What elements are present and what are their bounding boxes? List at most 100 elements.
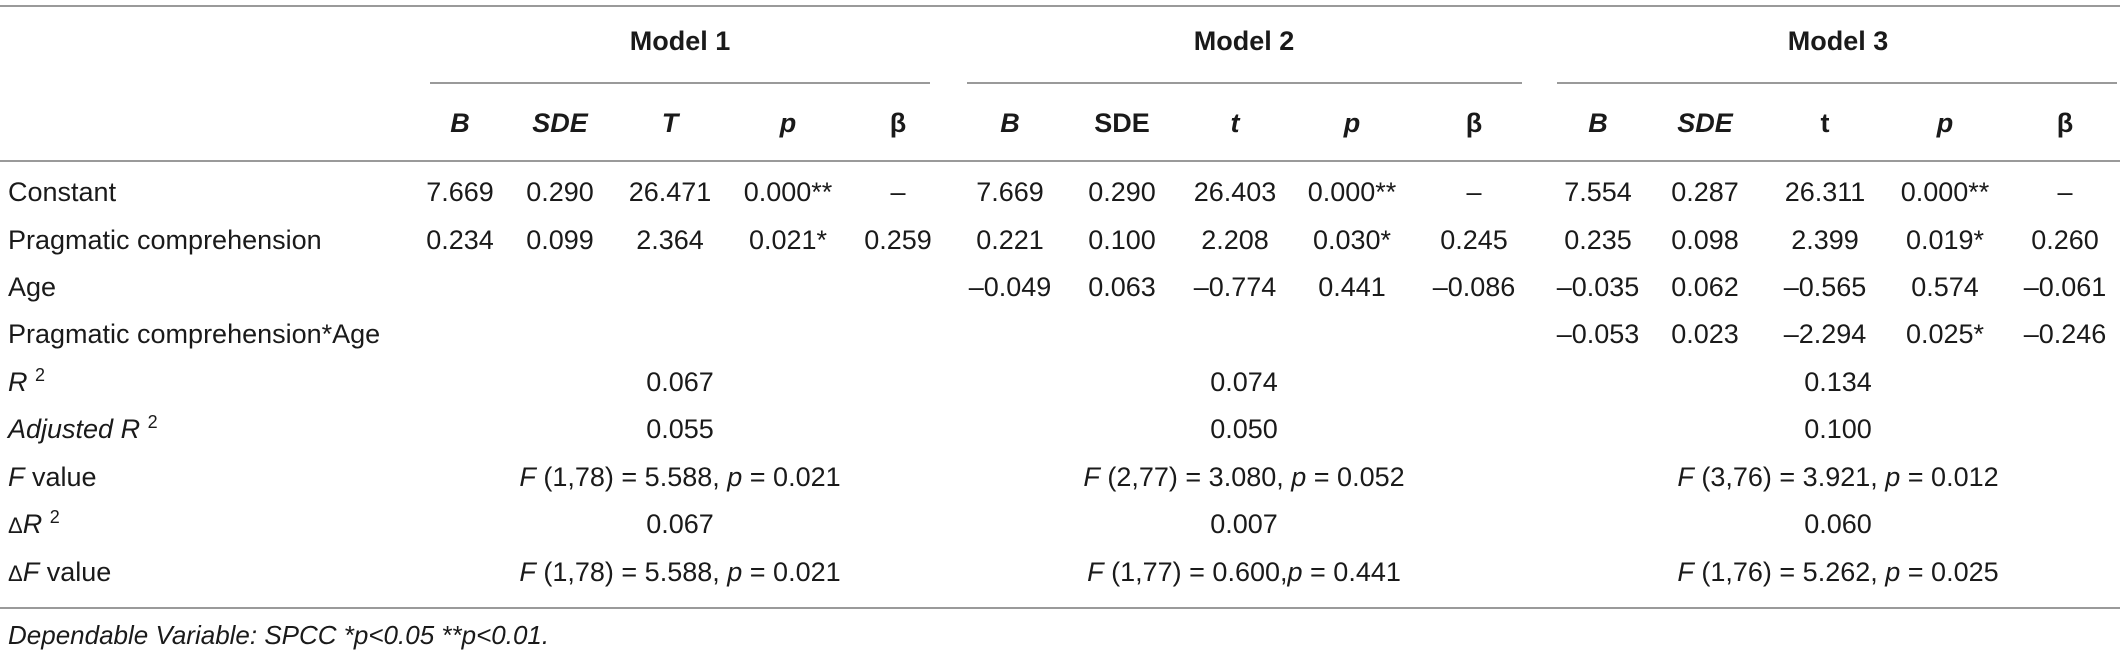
stat-part: = 0.441: [1302, 557, 1401, 587]
header-bottom-rule: [0, 160, 2120, 162]
table-cell: 26.403: [1193, 177, 1277, 207]
table-cell: –0.053: [1556, 319, 1640, 349]
summary-value: F (1,77) = 0.600,p = 0.441: [1087, 556, 1401, 588]
table-cell: –0.565: [1783, 272, 1867, 302]
model-3-underline: [1557, 82, 2117, 84]
column-header: SDE: [1677, 108, 1733, 138]
summary-row-label: R 2: [8, 366, 45, 398]
table-cell: 26.311: [1784, 177, 1866, 207]
superscript: 2: [147, 412, 158, 432]
model-1-underline: [430, 82, 930, 84]
table-cell: 0.062: [1671, 272, 1739, 302]
delta-symbol: Δ: [8, 561, 23, 586]
row-label: Constant: [8, 177, 117, 207]
summary-label-suffix: value: [24, 462, 97, 492]
summary-value: 0.050: [1210, 414, 1278, 444]
superscript: 2: [35, 365, 46, 385]
stat-part: p: [1885, 557, 1901, 587]
table-cell: 0.221: [976, 225, 1044, 255]
table-cell: 2.399: [1791, 225, 1859, 255]
table-cell: –0.061: [2023, 272, 2107, 302]
stat-part: (1,78) = 5.588,: [535, 557, 728, 587]
summary-value: F (1,78) = 5.588, p = 0.021: [519, 461, 840, 493]
summary-row-label: Adjusted R 2: [8, 413, 158, 445]
table-cell: 0.290: [1088, 177, 1156, 207]
table-cell: 0.259: [864, 225, 932, 255]
summary-value: 0.067: [646, 509, 714, 539]
table-cell: 0.290: [526, 177, 594, 207]
table-cell: 0.025*: [1905, 319, 1985, 349]
stat-part: F: [1083, 462, 1100, 492]
table-bottom-rule: [0, 607, 2120, 609]
table-cell: 2.208: [1201, 225, 1269, 255]
table-cell: –0.049: [968, 272, 1052, 302]
table-cell: –: [890, 177, 906, 207]
table-cell: 0.000**: [1900, 177, 1990, 207]
table-cell: –2.294: [1783, 319, 1867, 349]
table-cell: 0.234: [426, 225, 494, 255]
summary-label-main: Adjusted R: [8, 414, 141, 444]
stat-part: F: [1677, 557, 1694, 587]
model-2-underline: [967, 82, 1522, 84]
table-cell: 0.574: [1911, 272, 1979, 302]
stat-part: = 0.052: [1306, 462, 1405, 492]
summary-value: F (3,76) = 3.921, p = 0.012: [1677, 461, 1998, 493]
table-cell: –0.035: [1556, 272, 1640, 302]
stat-part: p: [1291, 462, 1307, 492]
column-header: T: [661, 108, 679, 138]
table-cell: 0.063: [1088, 272, 1156, 302]
column-header: B: [1588, 108, 1608, 138]
stat-part: (1,78) = 5.588,: [535, 462, 728, 492]
column-header: B: [450, 108, 470, 138]
stat-part: = 0.012: [1900, 462, 1999, 492]
summary-value: 0.060: [1804, 509, 1872, 539]
stat-part: (1,76) = 5.262,: [1693, 557, 1886, 587]
stat-part: = 0.021: [742, 557, 841, 587]
table-cell: 0.019*: [1905, 225, 1985, 255]
column-header: p: [1343, 108, 1361, 138]
table-cell: –: [2057, 177, 2073, 207]
column-header: SDE: [1094, 108, 1150, 138]
stat-part: = 0.025: [1900, 557, 1999, 587]
superscript: 2: [49, 507, 60, 527]
stat-part: = 0.021: [742, 462, 841, 492]
summary-value: F (1,78) = 5.588, p = 0.021: [519, 556, 840, 588]
table-cell: 0.100: [1088, 225, 1156, 255]
row-label: Pragmatic comprehension*Age: [8, 319, 381, 349]
column-header: B: [1000, 108, 1020, 138]
column-header: t: [1230, 108, 1240, 138]
summary-value: 0.055: [646, 414, 714, 444]
stat-part: F: [519, 462, 536, 492]
table-cell: 0.000**: [743, 177, 833, 207]
table-cell: 7.669: [426, 177, 494, 207]
summary-label-main: F: [8, 462, 25, 492]
column-header: SDE: [532, 108, 588, 138]
stat-part: p: [1885, 462, 1901, 492]
delta-symbol: Δ: [8, 513, 23, 538]
table-cell: 0.235: [1564, 225, 1632, 255]
row-label: Age: [8, 272, 57, 302]
stat-part: F: [1677, 462, 1694, 492]
summary-row-label: ΔF value: [8, 556, 111, 590]
table-footnote: Dependable Variable: SPCC *p<0.05 **p<0.…: [8, 620, 550, 650]
summary-value: 0.100: [1804, 414, 1872, 444]
column-header: β: [1465, 108, 1483, 138]
table-cell: 0.098: [1671, 225, 1739, 255]
column-header: β: [2056, 108, 2074, 138]
table-top-rule: [0, 5, 2120, 7]
summary-row-label: F value: [8, 461, 97, 493]
stat-part: p: [1287, 557, 1303, 587]
summary-label-suffix: value: [39, 557, 112, 587]
row-label: Pragmatic comprehension: [8, 225, 322, 255]
summary-label-main: R: [22, 509, 43, 539]
model-header: Model 3: [1787, 26, 1889, 56]
stat-part: (3,76) = 3.921,: [1693, 462, 1886, 492]
summary-value: 0.067: [646, 367, 714, 397]
summary-label-main: F: [22, 557, 40, 587]
table-cell: –0.086: [1432, 272, 1516, 302]
table-cell: 7.669: [976, 177, 1044, 207]
summary-row-label: ΔR 2: [8, 508, 60, 542]
table-cell: –: [1466, 177, 1482, 207]
stat-part: (2,77) = 3.080,: [1099, 462, 1292, 492]
summary-value: 0.007: [1210, 509, 1278, 539]
